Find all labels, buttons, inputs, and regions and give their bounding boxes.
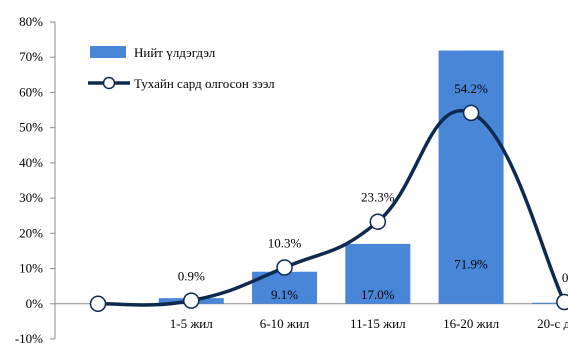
y-tick-label: 20% bbox=[19, 225, 43, 240]
line-data-label: 10.3% bbox=[268, 235, 302, 250]
line-data-label: 0.5% bbox=[562, 270, 568, 285]
legend-swatch-bar bbox=[90, 46, 126, 58]
y-tick-label: 70% bbox=[19, 49, 43, 64]
line-data-label: 0.9% bbox=[178, 269, 205, 284]
y-tick-label: 10% bbox=[19, 261, 43, 276]
x-tick-label: 1-5 жил bbox=[170, 316, 214, 331]
line-data-label: 54.2% bbox=[454, 81, 488, 96]
bar-data-label: 9.1% bbox=[271, 287, 298, 302]
line-point bbox=[462, 104, 480, 122]
bar-data-label: 71.9% bbox=[454, 257, 488, 272]
bar bbox=[438, 50, 504, 304]
legend: Нийт үлдэгдэл Тухайн сард олгосон зээл bbox=[88, 45, 275, 91]
x-tick-label: 16-20 жил bbox=[443, 316, 500, 331]
line-point bbox=[369, 213, 387, 230]
legend-swatch-marker bbox=[102, 76, 116, 90]
axis-layer: -10% 0% 10% 20% 30% 40% 50% 60% 70% 80% 1-5 жил 6-1… bbox=[15, 14, 568, 345]
y-tick-label: 80% bbox=[19, 14, 43, 29]
y-tick-label: 40% bbox=[19, 155, 43, 170]
legend-label-bar: Нийт үлдэгдэл bbox=[134, 45, 216, 60]
bar-data-label: 17.0% bbox=[361, 287, 395, 302]
y-tick-label: 60% bbox=[19, 84, 43, 99]
legend-label-line: Тухайн сард олгосон зээл bbox=[134, 76, 275, 91]
line-point bbox=[183, 292, 200, 309]
line-data-label: 23.3% bbox=[361, 190, 395, 205]
y-tick-label: -10% bbox=[15, 331, 43, 345]
bar-layer bbox=[158, 50, 568, 304]
line-layer bbox=[89, 104, 568, 313]
bar bbox=[345, 243, 411, 304]
line-point bbox=[89, 295, 107, 313]
line-point bbox=[276, 259, 293, 276]
y-tick-label: 30% bbox=[19, 190, 43, 205]
y-tick-label: 0% bbox=[26, 296, 44, 311]
label-layer: 9.1% 17.0% 71.9% 0.9% 10.3% 23.3% 54.2% 0.5% bbox=[178, 81, 568, 302]
x-tick-label: 20-с дээш bbox=[537, 316, 568, 331]
bar bbox=[531, 302, 568, 304]
y-tick-label: 50% bbox=[19, 120, 43, 135]
line-point bbox=[556, 293, 568, 311]
x-tick-label: 6-10 жил bbox=[260, 316, 310, 331]
x-tick-label: 11-15 жил bbox=[350, 316, 406, 331]
